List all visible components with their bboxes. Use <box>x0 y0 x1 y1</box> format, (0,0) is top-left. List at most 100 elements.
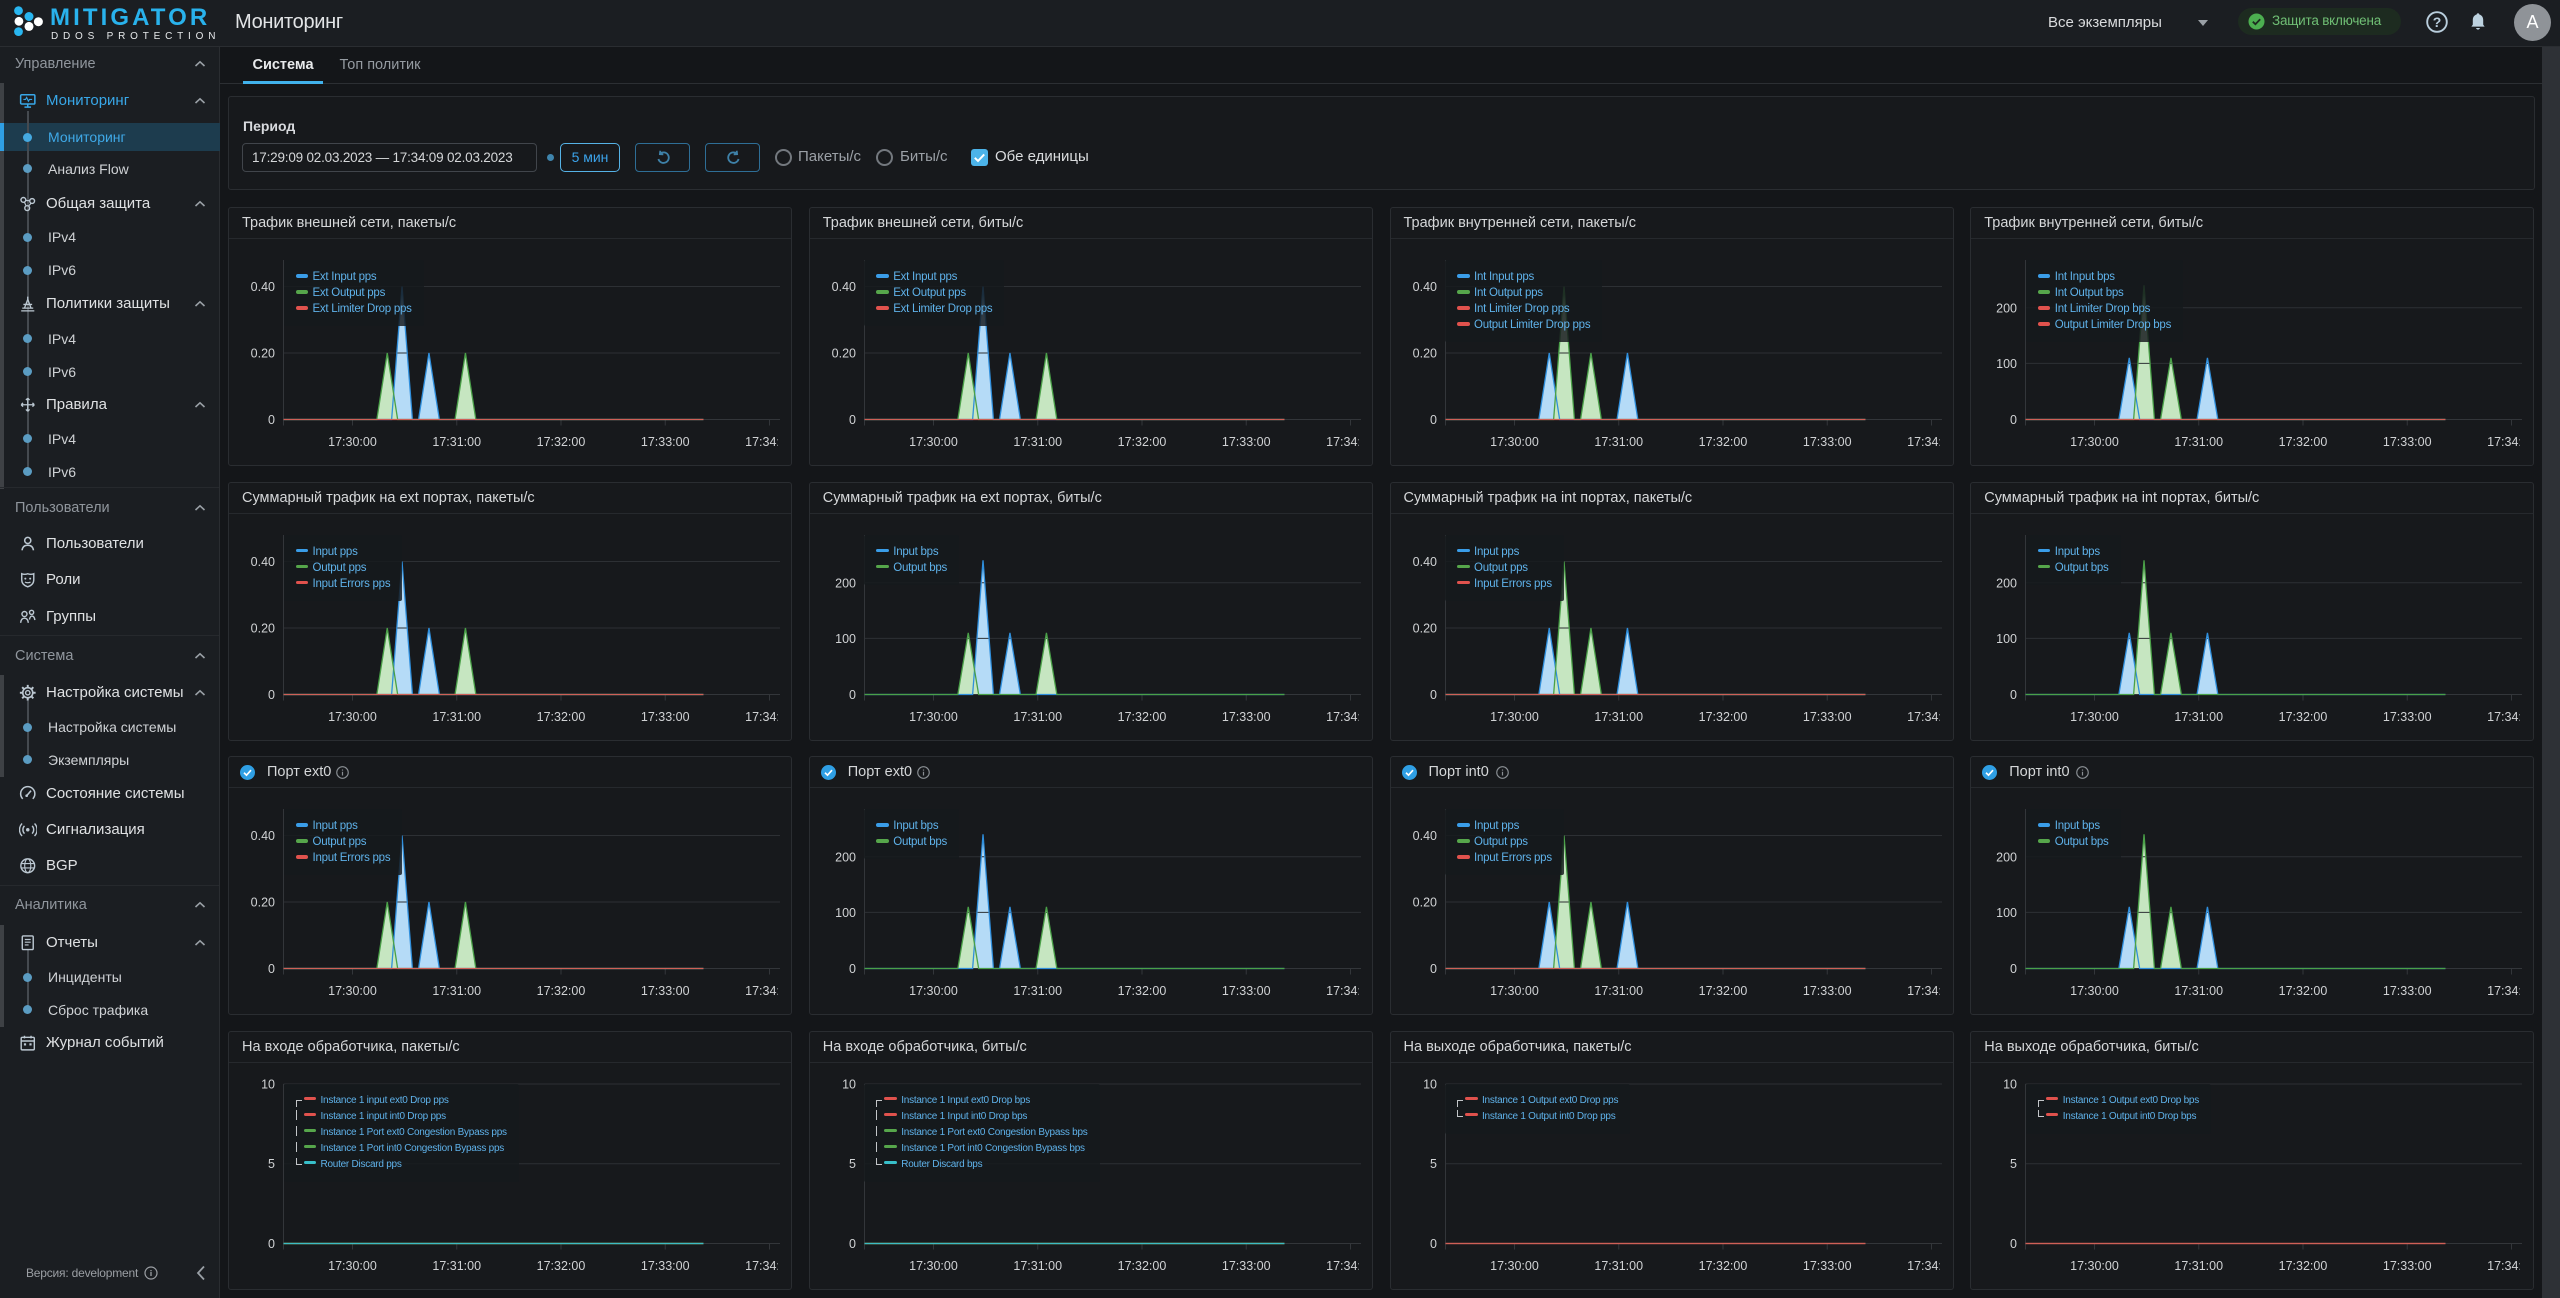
svg-text:10: 10 <box>261 1077 275 1091</box>
svg-text:17:30:00: 17:30:00 <box>328 710 377 724</box>
svg-text:17:30:00: 17:30:00 <box>2070 1259 2119 1273</box>
svg-text:17:30:00: 17:30:00 <box>909 710 958 724</box>
svg-text:17:34:00: 17:34:00 <box>745 1259 791 1273</box>
svg-text:17:32:00: 17:32:00 <box>537 984 586 998</box>
svg-text:17:30:00: 17:30:00 <box>328 435 377 449</box>
svg-text:0.20: 0.20 <box>251 347 275 361</box>
svg-text:17:31:00: 17:31:00 <box>1013 710 1062 724</box>
svg-text:?: ? <box>2433 14 2442 30</box>
svg-text:0: 0 <box>2010 413 2017 427</box>
svg-text:17:33:00: 17:33:00 <box>641 435 690 449</box>
svg-text:17:30:00: 17:30:00 <box>328 984 377 998</box>
svg-text:17:31:00: 17:31:00 <box>1013 984 1062 998</box>
svg-text:17:32:00: 17:32:00 <box>1117 435 1166 449</box>
svg-text:0: 0 <box>1430 413 1437 427</box>
svg-text:0.40: 0.40 <box>1412 280 1436 294</box>
svg-text:17:33:00: 17:33:00 <box>1222 984 1271 998</box>
svg-text:17:30:00: 17:30:00 <box>2070 710 2119 724</box>
svg-text:0: 0 <box>1430 962 1437 976</box>
svg-text:17:33:00: 17:33:00 <box>1802 710 1851 724</box>
svg-text:17:33:00: 17:33:00 <box>2383 435 2432 449</box>
svg-text:17:32:00: 17:32:00 <box>1117 1259 1166 1273</box>
svg-text:17:31:00: 17:31:00 <box>2175 984 2224 998</box>
svg-text:17:31:00: 17:31:00 <box>432 435 481 449</box>
svg-text:200: 200 <box>835 576 856 590</box>
svg-text:200: 200 <box>1996 576 2017 590</box>
svg-text:17:31:00: 17:31:00 <box>2175 710 2224 724</box>
svg-text:0: 0 <box>268 688 275 702</box>
svg-text:0: 0 <box>2010 688 2017 702</box>
svg-text:17:33:00: 17:33:00 <box>2383 710 2432 724</box>
svg-text:17:30:00: 17:30:00 <box>1490 1259 1539 1273</box>
svg-text:17:31:00: 17:31:00 <box>432 1259 481 1273</box>
svg-text:17:31:00: 17:31:00 <box>2175 435 2224 449</box>
svg-text:10: 10 <box>842 1077 856 1091</box>
svg-text:0.20: 0.20 <box>831 347 855 361</box>
svg-text:0: 0 <box>2010 1237 2017 1251</box>
svg-text:17:33:00: 17:33:00 <box>1222 1259 1271 1273</box>
svg-text:17:32:00: 17:32:00 <box>1698 984 1747 998</box>
svg-text:17:33:00: 17:33:00 <box>641 710 690 724</box>
svg-text:17:32:00: 17:32:00 <box>537 435 586 449</box>
svg-text:17:32:00: 17:32:00 <box>2279 984 2328 998</box>
svg-text:17:31:00: 17:31:00 <box>1594 435 1643 449</box>
svg-text:17:34:00: 17:34:00 <box>745 710 791 724</box>
svg-text:100: 100 <box>835 906 856 920</box>
svg-text:17:34:00: 17:34:00 <box>1907 984 1953 998</box>
svg-text:17:34:00: 17:34:00 <box>1907 710 1953 724</box>
svg-text:17:33:00: 17:33:00 <box>1802 435 1851 449</box>
svg-text:10: 10 <box>1423 1077 1437 1091</box>
svg-text:17:31:00: 17:31:00 <box>2175 1259 2224 1273</box>
svg-text:17:32:00: 17:32:00 <box>2279 1259 2328 1273</box>
svg-text:17:33:00: 17:33:00 <box>1222 435 1271 449</box>
svg-text:17:30:00: 17:30:00 <box>909 435 958 449</box>
svg-text:17:33:00: 17:33:00 <box>1802 1259 1851 1273</box>
svg-text:0.40: 0.40 <box>1412 555 1436 569</box>
svg-text:0: 0 <box>849 1237 856 1251</box>
svg-text:17:30:00: 17:30:00 <box>1490 710 1539 724</box>
svg-text:17:31:00: 17:31:00 <box>432 710 481 724</box>
svg-text:5: 5 <box>2010 1157 2017 1171</box>
svg-text:0: 0 <box>1430 688 1437 702</box>
svg-text:17:33:00: 17:33:00 <box>2383 984 2432 998</box>
svg-text:100: 100 <box>835 631 856 645</box>
svg-text:17:34:00: 17:34:00 <box>1326 1259 1372 1273</box>
svg-text:100: 100 <box>1996 357 2017 371</box>
svg-text:0: 0 <box>268 1237 275 1251</box>
svg-text:0.20: 0.20 <box>251 621 275 635</box>
svg-text:17:33:00: 17:33:00 <box>641 1259 690 1273</box>
svg-text:200: 200 <box>1996 301 2017 315</box>
svg-text:17:33:00: 17:33:00 <box>1802 984 1851 998</box>
svg-text:17:30:00: 17:30:00 <box>909 984 958 998</box>
svg-text:17:32:00: 17:32:00 <box>537 1259 586 1273</box>
svg-text:17:31:00: 17:31:00 <box>1594 1259 1643 1273</box>
svg-text:17:33:00: 17:33:00 <box>1222 710 1271 724</box>
svg-text:17:34:00: 17:34:00 <box>1907 1259 1953 1273</box>
svg-text:17:32:00: 17:32:00 <box>537 710 586 724</box>
svg-text:200: 200 <box>1996 850 2017 864</box>
svg-text:17:34:00: 17:34:00 <box>2487 984 2533 998</box>
svg-text:17:34:00: 17:34:00 <box>2487 1259 2533 1273</box>
svg-text:17:31:00: 17:31:00 <box>1013 435 1062 449</box>
svg-text:17:34:00: 17:34:00 <box>1907 435 1953 449</box>
svg-text:0: 0 <box>849 688 856 702</box>
svg-text:17:32:00: 17:32:00 <box>1117 710 1166 724</box>
svg-text:17:32:00: 17:32:00 <box>2279 435 2328 449</box>
svg-text:0: 0 <box>849 962 856 976</box>
svg-text:17:30:00: 17:30:00 <box>1490 984 1539 998</box>
svg-text:0: 0 <box>2010 962 2017 976</box>
svg-text:17:33:00: 17:33:00 <box>2383 1259 2432 1273</box>
svg-text:0.20: 0.20 <box>1412 896 1436 910</box>
svg-text:0.20: 0.20 <box>1412 621 1436 635</box>
svg-text:0.40: 0.40 <box>831 280 855 294</box>
svg-text:0: 0 <box>268 413 275 427</box>
svg-text:0.40: 0.40 <box>251 829 275 843</box>
svg-text:10: 10 <box>2003 1077 2017 1091</box>
svg-text:17:31:00: 17:31:00 <box>1594 710 1643 724</box>
svg-text:100: 100 <box>1996 631 2017 645</box>
svg-text:17:34:00: 17:34:00 <box>1326 435 1372 449</box>
svg-text:17:31:00: 17:31:00 <box>432 984 481 998</box>
svg-text:17:32:00: 17:32:00 <box>1698 710 1747 724</box>
svg-text:5: 5 <box>268 1157 275 1171</box>
svg-text:17:34:00: 17:34:00 <box>2487 710 2533 724</box>
